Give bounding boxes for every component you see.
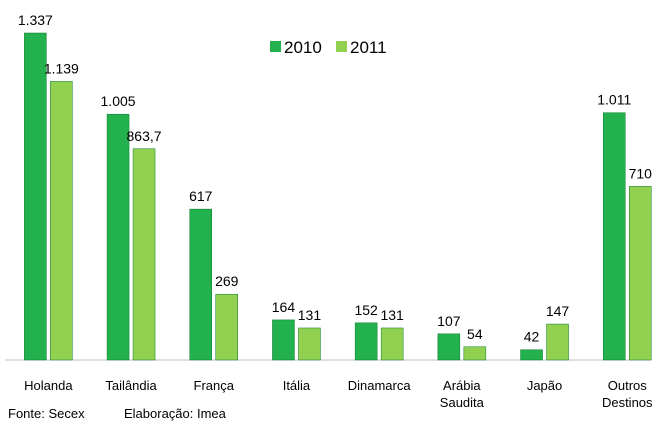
bar [272, 319, 295, 361]
bar [354, 322, 378, 361]
x-tick-label: Japão [527, 378, 562, 393]
value-label: 1.337 [18, 12, 53, 28]
value-label: 131 [298, 307, 322, 323]
x-tick-label: França [194, 378, 235, 393]
x-tick-label: Itália [283, 378, 311, 393]
bar [50, 81, 73, 361]
legend-label: 2011 [350, 38, 387, 57]
bar [546, 323, 569, 361]
bar [380, 327, 404, 361]
x-tick-label: Outros Destinos [602, 378, 653, 410]
x-tick-label: Dinamarca [348, 378, 412, 393]
value-label: 269 [215, 273, 239, 289]
bar [520, 349, 543, 361]
x-tick-label: Tailândia [105, 378, 157, 393]
value-label: 710 [629, 165, 653, 181]
value-label: 1.011 [597, 92, 631, 108]
bar [437, 333, 461, 361]
footnote: Elaboração: Imea [124, 406, 227, 421]
value-label: 131 [380, 307, 404, 323]
value-label: 1.139 [44, 60, 79, 76]
bar [298, 327, 321, 361]
value-label: 107 [437, 313, 461, 329]
legend-swatch [336, 41, 347, 52]
value-label: 1.005 [101, 93, 136, 109]
bar [603, 112, 626, 361]
bar [24, 32, 47, 361]
bar [189, 208, 212, 361]
bar [629, 186, 652, 361]
bar [215, 293, 238, 361]
bar [463, 346, 487, 361]
bar [106, 113, 130, 361]
value-label: 147 [546, 303, 570, 319]
legend-swatch [270, 41, 281, 52]
legend-label: 2010 [284, 38, 322, 57]
value-label: 863,7 [127, 128, 162, 144]
value-label: 42 [524, 329, 540, 345]
value-label: 617 [189, 188, 213, 204]
value-label: 54 [467, 326, 483, 342]
footnote: Fonte: Secex [8, 406, 85, 421]
x-tick-label: Arábia Saudita [440, 378, 485, 410]
bar [132, 148, 156, 361]
value-label: 152 [354, 302, 378, 318]
x-tick-label: Holanda [24, 378, 73, 393]
value-label: 164 [272, 299, 296, 315]
